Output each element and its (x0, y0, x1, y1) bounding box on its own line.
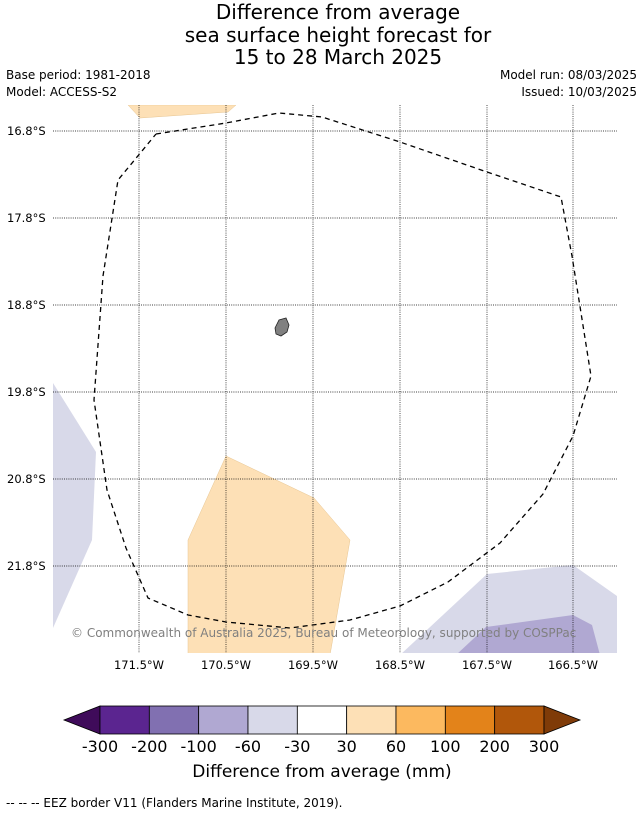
strong-negative-anomaly-region (458, 615, 600, 653)
colorbar-extend-high (543, 705, 582, 735)
eez-border (93, 112, 592, 629)
colorbar-cell (395, 705, 446, 735)
title-line-2: sea surface height forecast for (184, 22, 492, 47)
colorbar-tick-label: -30 (284, 737, 311, 756)
model-run: Model run: 08/03/2025 (499, 68, 637, 82)
colorbar-tick-label: -200 (131, 737, 168, 756)
lat-label: 17.8°S (7, 211, 46, 225)
colorbar-tick-label: -100 (180, 737, 217, 756)
colorbar-cell (296, 705, 348, 735)
island-land (274, 317, 290, 337)
lon-label: 166.5°W (548, 658, 598, 672)
title-line-1: Difference from average (215, 0, 461, 24)
lon-label: 167.5°W (462, 658, 512, 672)
lat-label: 18.8°S (7, 298, 46, 312)
lat-label: 16.8°S (7, 124, 46, 138)
colorbar-tick-label: -300 (81, 737, 119, 756)
map-panel: 16.8°S 17.8°S 18.8°S 19.8°S 20.8°S 21.8°… (7, 105, 617, 672)
title-line-3: 15 to 28 March 2025 (233, 45, 443, 69)
latitude-labels: 16.8°S 17.8°S 18.8°S 19.8°S 20.8°S 21.8°… (7, 124, 46, 573)
colorbar-cell (346, 705, 397, 735)
lon-label: 170.5°W (201, 658, 251, 672)
chart-title: Difference from average sea surface heig… (0, 1, 644, 69)
issued-date: Issued: 10/03/2025 (521, 85, 637, 99)
longitude-labels: 171.5°W 170.5°W 169.5°W 168.5°W 167.5°W … (114, 658, 598, 672)
colorbar-cell (148, 705, 200, 735)
lon-label: 169.5°W (288, 658, 338, 672)
colorbar-tick-label: -60 (234, 737, 262, 756)
colorbar-title: Difference from average (mm) (192, 762, 452, 782)
map-grid (53, 105, 617, 653)
colorbar-tick-label: 100 (430, 737, 461, 756)
positive-anomaly-region-south (187, 455, 351, 653)
colorbar-tick-label: 60 (385, 737, 407, 756)
lon-label: 171.5°W (114, 658, 164, 672)
colorbar-tick-label: 300 (528, 737, 560, 756)
lat-label: 21.8°S (7, 559, 46, 573)
colorbar-cell (247, 705, 298, 735)
colorbar-cell (494, 705, 545, 735)
meta-right: Model run: 08/03/2025 Issued: 10/03/2025 (500, 67, 637, 101)
colorbar-extend-low (62, 705, 101, 735)
colorbar-cell (99, 705, 150, 735)
colorbar-cell (198, 705, 249, 735)
colorbar-cell (444, 705, 496, 735)
colorbar-tick-label: 30 (336, 737, 357, 756)
lon-label: 168.5°W (375, 658, 425, 672)
colorbar (62, 705, 582, 735)
positive-anomaly-region-north (127, 105, 237, 119)
base-period: Base period: 1981-2018 (6, 68, 151, 82)
eez-footnote: -- -- -- EEZ border V11 (Flanders Marine… (6, 796, 343, 810)
colorbar-tick-label: 200 (479, 737, 510, 756)
meta-left: Base period: 1981-2018 Model: ACCESS-S2 (6, 67, 151, 101)
attribution: © Commonwealth of Australia 2025, Bureau… (71, 626, 576, 640)
model-name: Model: ACCESS-S2 (6, 85, 118, 99)
negative-anomaly-region-west (53, 383, 96, 628)
lat-label: 19.8°S (7, 385, 46, 399)
lat-label: 20.8°S (7, 472, 46, 486)
